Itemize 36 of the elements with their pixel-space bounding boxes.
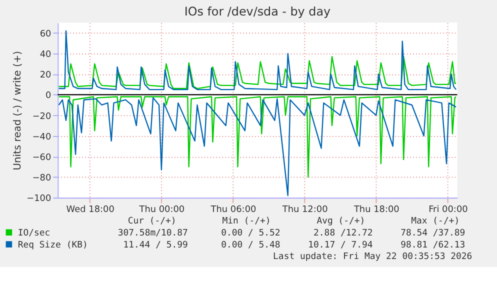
line-series <box>58 96 457 178</box>
x-tick-label: Thu 18:00 <box>352 205 400 216</box>
x-tick-label: Thu 06:00 <box>210 205 256 216</box>
y-tick-label: 20 <box>40 70 52 81</box>
text: 2.88 /12.72 <box>314 228 373 238</box>
y-tick-label: −80 <box>32 174 52 184</box>
text: Avg (-/+) <box>316 216 366 226</box>
text: 307.58m/10.87 <box>118 228 188 238</box>
text: Last update: Fri May 22 00:35:53 2026 <box>273 252 472 262</box>
x-tick-label: Thu 00:00 <box>138 205 185 216</box>
x-tick-label: Fri 00:00 <box>428 205 468 216</box>
chart-title: IOs for /dev/sda - by day <box>184 4 331 19</box>
x-tick-label: Thu 12:00 <box>281 205 328 216</box>
y-tick-label: −100 <box>26 194 52 204</box>
y-tick-label: 0 <box>46 91 52 102</box>
text: 78.54 /37.89 <box>400 228 466 238</box>
text: 0.00 / 5.52 <box>221 228 280 238</box>
y-axis-title: Units read (-) / write (+) <box>12 50 24 170</box>
y-tick-label: −20 <box>32 112 52 122</box>
line-series <box>58 56 457 90</box>
legend-label: Req Size (KB) <box>18 240 88 250</box>
text: 10.17 / 7.94 <box>308 240 373 250</box>
y-tick-label: −40 <box>32 132 52 142</box>
text: 0.00 / 5.48 <box>221 240 280 250</box>
line-series <box>58 30 457 90</box>
text: 11.44 / 5.99 <box>123 240 188 250</box>
text: Min (-/+) <box>222 216 271 226</box>
x-tick-label: Wed 18:00 <box>66 205 115 216</box>
text: 98.81 /62.13 <box>400 240 466 250</box>
y-tick-label: −60 <box>32 152 52 163</box>
y-tick-label: 40 <box>40 50 52 60</box>
legend-label: IO/sec <box>18 228 50 238</box>
line-series <box>58 97 457 196</box>
text: Max (-/+) <box>411 216 460 226</box>
text: Cur (-/+) <box>128 216 176 226</box>
y-tick-label: 60 <box>40 29 52 40</box>
